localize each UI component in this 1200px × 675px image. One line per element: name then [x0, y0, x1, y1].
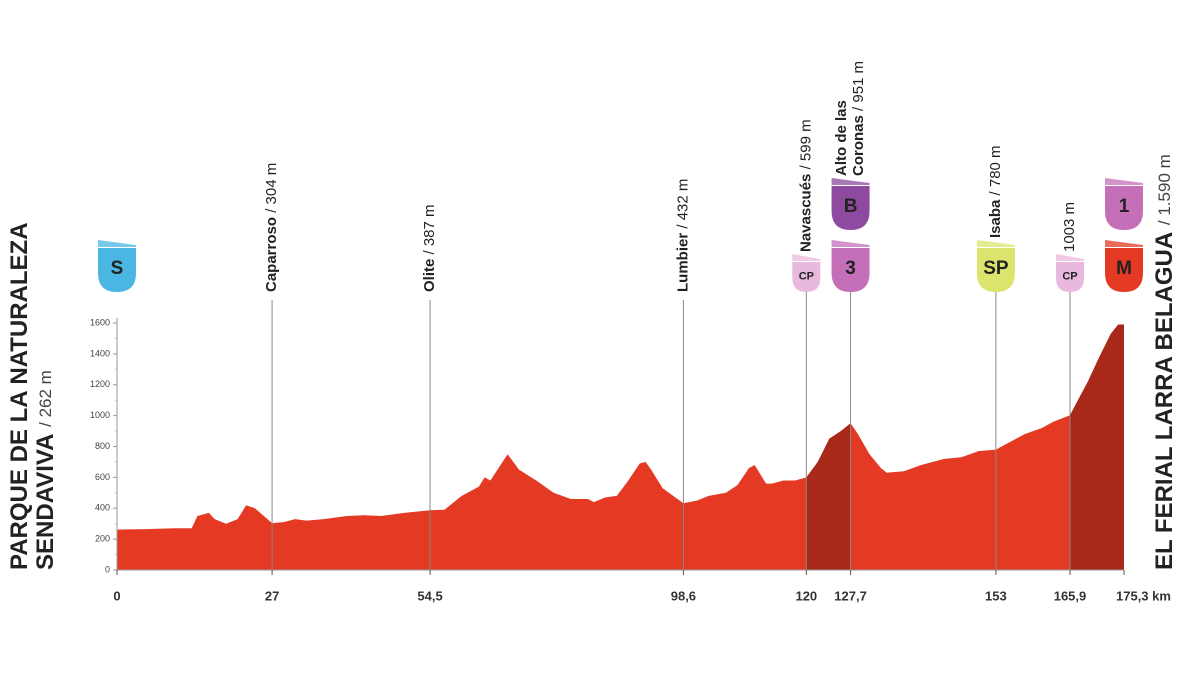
x-tick-label: 153 [985, 588, 1007, 603]
badge-shape [1105, 248, 1143, 292]
badge-flag [976, 240, 1015, 247]
y-tick-label: 1600 [90, 317, 110, 327]
waypoint-elevation: 1003 m [1061, 202, 1078, 252]
waypoint-label: Olite / 387 m [421, 204, 438, 292]
waypoint-elevation: / 304 m [263, 163, 280, 213]
waypoint-name: Olite [421, 259, 438, 292]
badge-label: 1 [1119, 196, 1130, 217]
badge: CP [1056, 254, 1085, 292]
waypoint-name: Coronas [850, 115, 867, 176]
badge-label: CP [1062, 270, 1077, 282]
badge-shape [792, 262, 821, 292]
waypoint-name: Lumbier [674, 233, 691, 292]
climb-area [806, 423, 851, 570]
waypoint-label: Lumbier / 432 m [674, 179, 691, 292]
x-tick-label: 127,7 [834, 588, 867, 603]
y-tick-label: 400 [95, 503, 110, 513]
y-tick-label: 600 [95, 472, 110, 482]
badge-flag [1105, 240, 1143, 247]
badge-label: CP [799, 270, 814, 282]
badge: S [98, 240, 136, 292]
waypoint-elevation: / 951 m [850, 61, 867, 111]
waypoint-name: Isaba [987, 199, 1004, 238]
x-tick-label: 0 [113, 588, 120, 603]
waypoint-elevation: / 780 m [987, 145, 1004, 195]
waypoint-label: Caparroso / 304 m [263, 163, 280, 292]
badge-label: SP [983, 258, 1009, 279]
y-tick-label: 1200 [90, 379, 110, 389]
badge-label: 3 [845, 258, 856, 279]
badge-flag [98, 240, 136, 247]
x-tick-label: 165,9 [1054, 588, 1087, 603]
climb-area [1070, 324, 1124, 570]
badge: 1 [1105, 178, 1143, 230]
place-name: SENDAVIVA [32, 434, 59, 570]
badge: CP [792, 254, 821, 292]
x-tick-label: 98,6 [671, 588, 696, 603]
badge-flag [831, 240, 870, 247]
badge-label: B [844, 196, 858, 217]
badge-shape [831, 186, 870, 230]
badge-label: S [111, 258, 124, 279]
badge-shape [1105, 186, 1143, 230]
place-label: SENDAVIVA / 262 m [32, 370, 59, 570]
badge-flag [792, 254, 821, 261]
badge-shape [98, 248, 136, 292]
elevation-area [117, 324, 1124, 570]
x-tick-label: 27 [265, 588, 279, 603]
badge-shape [831, 248, 870, 292]
waypoint-label: Isaba / 780 m [987, 145, 1004, 238]
badge-label: M [1116, 258, 1132, 279]
waypoint-elevation: / 432 m [674, 179, 691, 229]
badge: 3 [831, 240, 870, 292]
x-tick-label: 175,3 km [1116, 588, 1171, 603]
waypoint-label: Alto de las [833, 100, 850, 176]
place-name: EL FERIAL LARRA BELAGUA [1151, 232, 1178, 570]
place-label: EL FERIAL LARRA BELAGUA / 1.590 m [1151, 154, 1178, 570]
x-tick-label: 54,5 [417, 588, 442, 603]
badge-flag [1056, 254, 1085, 261]
y-tick-label: 0 [105, 564, 110, 574]
badge-flag [831, 178, 870, 185]
waypoint-name: Navascués [797, 174, 814, 252]
badge-shape [1056, 262, 1085, 292]
place-elevation: / 1.590 m [1155, 154, 1174, 225]
waypoint-elevation: / 387 m [421, 204, 438, 254]
badge: B [831, 178, 870, 230]
badge: M [1105, 240, 1143, 292]
y-tick-label: 1400 [90, 348, 110, 358]
place-elevation: / 262 m [36, 370, 55, 427]
x-tick-label: 120 [795, 588, 817, 603]
waypoint-label: Coronas / 951 m [850, 61, 867, 176]
y-tick-label: 1000 [90, 410, 110, 420]
waypoint-label: Navascués / 599 m [797, 119, 814, 252]
waypoint-label: 1003 m [1061, 202, 1078, 252]
place-name: PARQUE DE LA NATURALEZA [6, 222, 33, 570]
place-label: PARQUE DE LA NATURALEZA [6, 222, 33, 570]
waypoint-elevation: / 599 m [797, 119, 814, 169]
badge: SP [976, 240, 1015, 292]
badge-shape [976, 248, 1015, 292]
waypoint-name: Alto de las [833, 100, 850, 176]
waypoint-name: Caparroso [263, 217, 280, 292]
badge-flag [1105, 178, 1143, 185]
y-tick-label: 800 [95, 441, 110, 451]
y-tick-label: 200 [95, 534, 110, 544]
